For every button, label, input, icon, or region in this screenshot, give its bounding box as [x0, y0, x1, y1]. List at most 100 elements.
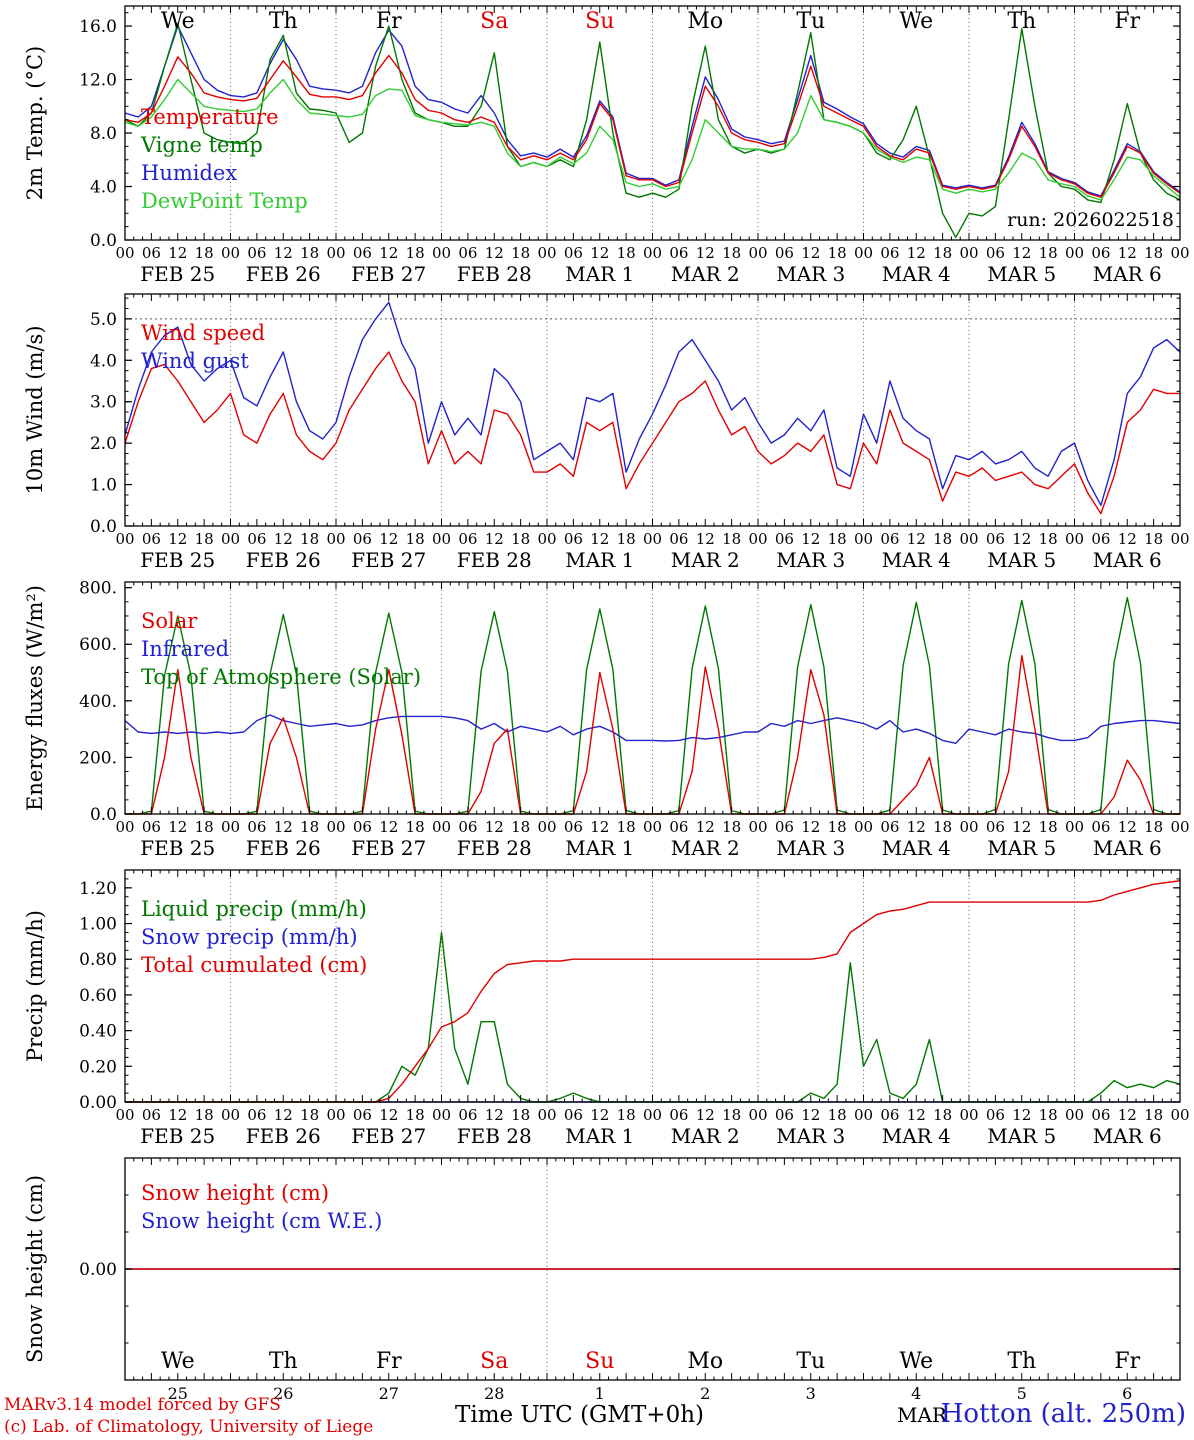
- x-tick-label: 00: [643, 1106, 662, 1124]
- date-label: FEB 27: [351, 836, 426, 860]
- x-tick-label: 06: [669, 530, 688, 548]
- x-tick-label: 12: [590, 530, 609, 548]
- x-tick-label: 18: [406, 244, 425, 262]
- top-day-label: Mo: [687, 9, 723, 34]
- date-label: FEB 25: [140, 1124, 215, 1148]
- date-label: MAR 3: [776, 836, 845, 860]
- date-label: MAR 2: [671, 548, 740, 572]
- x-tick-label: 12: [168, 818, 187, 836]
- x-tick-label: 12: [1118, 818, 1137, 836]
- x-tick-label: 00: [221, 1106, 240, 1124]
- series-dewpoint-temp: [124, 78, 1181, 201]
- x-tick-label: 06: [142, 818, 161, 836]
- y-tick-label: 0.80: [79, 950, 117, 970]
- x-tick-label: 18: [617, 818, 636, 836]
- day-number-label: 4: [911, 1384, 921, 1403]
- x-tick-label: 18: [722, 244, 741, 262]
- x-tick-label: 00: [326, 244, 345, 262]
- y-tick-label: 0.60: [79, 986, 117, 1006]
- top-day-label: Sa: [480, 9, 508, 34]
- day-number-label: 25: [168, 1384, 188, 1403]
- credit-line-1: MARv3.14 model forced by GFS: [4, 1395, 281, 1415]
- bottom-day-label: Su: [585, 1349, 614, 1374]
- x-tick-label: 18: [300, 818, 319, 836]
- meteogram: 00 06 12 18 00 06 12 18 00 06 12 18 00 06 12 18 00 06 12 18…: [23, 5, 1190, 1403]
- x-tick-label: 06: [880, 530, 899, 548]
- x-tick-label: 00: [1170, 818, 1189, 836]
- x-tick-label: 18: [933, 818, 952, 836]
- x-tick-label: 12: [485, 244, 504, 262]
- x-tick-label: 12: [801, 530, 820, 548]
- date-label: FEB 28: [457, 1124, 532, 1148]
- x-tick-label: 06: [247, 530, 266, 548]
- x-tick-label: 12: [274, 1106, 293, 1124]
- x-tick-label: 00: [326, 818, 345, 836]
- x-tick-label: 00: [959, 818, 978, 836]
- series-wind-speed: [124, 351, 1180, 515]
- top-day-label: Su: [585, 9, 614, 34]
- date-label: MAR 4: [882, 262, 951, 286]
- x-tick-label: 12: [274, 530, 293, 548]
- x-tick-label: 06: [564, 1106, 583, 1124]
- x-tick-label: 06: [775, 1106, 794, 1124]
- y-tick-label: 400.: [79, 692, 117, 712]
- x-tick-label: 00: [854, 530, 873, 548]
- x-tick-label: 18: [195, 244, 214, 262]
- y-tick-label: 1.00: [79, 915, 117, 935]
- station-label: Hotton (alt. 250m): [940, 1399, 1186, 1429]
- day-number-label: 1: [595, 1384, 605, 1403]
- x-tick-label: 18: [722, 1106, 741, 1124]
- x-tick-label: 06: [880, 818, 899, 836]
- x-tick-label: 18: [511, 530, 530, 548]
- x-tick-label: 18: [1144, 1106, 1163, 1124]
- y-tick-label: 0.20: [79, 1057, 117, 1077]
- date-label: FEB 27: [351, 1124, 426, 1148]
- meteogram-svg: 00 06 12 18 00 06 12 18 00 06 12 18 00 06 12 18 00 06 12 18…: [23, 5, 1190, 1403]
- date-label: FEB 28: [457, 548, 532, 572]
- x-tick-label: 18: [406, 1106, 425, 1124]
- x-tick-label: 06: [986, 530, 1005, 548]
- x-tick-label: 00: [643, 244, 662, 262]
- x-tick-label: 00: [432, 818, 451, 836]
- x-tick-label: 00: [537, 530, 556, 548]
- x-tick-label: 12: [274, 244, 293, 262]
- x-tick-label: 12: [1118, 1106, 1137, 1124]
- x-tick-label: 06: [986, 244, 1005, 262]
- y-tick-label: 4.0: [90, 351, 117, 371]
- x-tick-label: 06: [458, 530, 477, 548]
- x-tick-label: 18: [933, 1106, 952, 1124]
- y-tick-label: 600.: [79, 635, 117, 655]
- x-tick-label: 12: [1012, 1106, 1031, 1124]
- x-tick-label: 00: [1170, 1106, 1189, 1124]
- series-infrared: [124, 714, 1181, 744]
- x-tick-label: 12: [590, 818, 609, 836]
- day-number-label: 5: [1017, 1384, 1027, 1403]
- date-label: MAR 5: [987, 262, 1056, 286]
- y-tick-label: 12.0: [79, 71, 117, 91]
- x-tick-label: 18: [828, 530, 847, 548]
- day-number-label: 26: [273, 1384, 293, 1403]
- x-tick-label: 12: [696, 244, 715, 262]
- x-tick-label: 18: [511, 1106, 530, 1124]
- day-number-label: 2: [700, 1384, 710, 1403]
- date-label: MAR 1: [565, 548, 634, 572]
- legend-dewpoint-temp: DewPoint Temp: [141, 189, 308, 213]
- x-tick-label: 12: [379, 1106, 398, 1124]
- x-tick-label: 06: [669, 244, 688, 262]
- x-tick-label: 06: [564, 818, 583, 836]
- x-tick-label: 00: [1065, 818, 1084, 836]
- y-tick-label: 5.0: [90, 310, 117, 330]
- x-tick-label: 00: [959, 244, 978, 262]
- x-tick-label: 18: [1144, 530, 1163, 548]
- date-label: FEB 26: [246, 548, 321, 572]
- x-tick-label: 18: [933, 244, 952, 262]
- y-tick-label: 0.0: [90, 805, 117, 825]
- x-tick-label: 00: [326, 530, 345, 548]
- y-tick-label: 0.40: [79, 1022, 117, 1042]
- series-temperature: [124, 54, 1181, 198]
- x-tick-label: 00: [748, 818, 767, 836]
- x-tick-label: 06: [458, 244, 477, 262]
- x-tick-label: 12: [696, 530, 715, 548]
- series-wind-gust: [124, 301, 1181, 506]
- x-tick-label: 18: [617, 244, 636, 262]
